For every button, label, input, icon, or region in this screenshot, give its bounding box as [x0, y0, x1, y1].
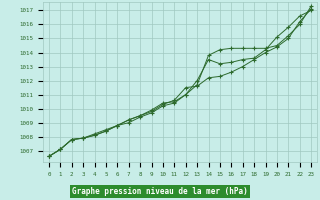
Text: Graphe pression niveau de la mer (hPa): Graphe pression niveau de la mer (hPa) [72, 187, 248, 196]
